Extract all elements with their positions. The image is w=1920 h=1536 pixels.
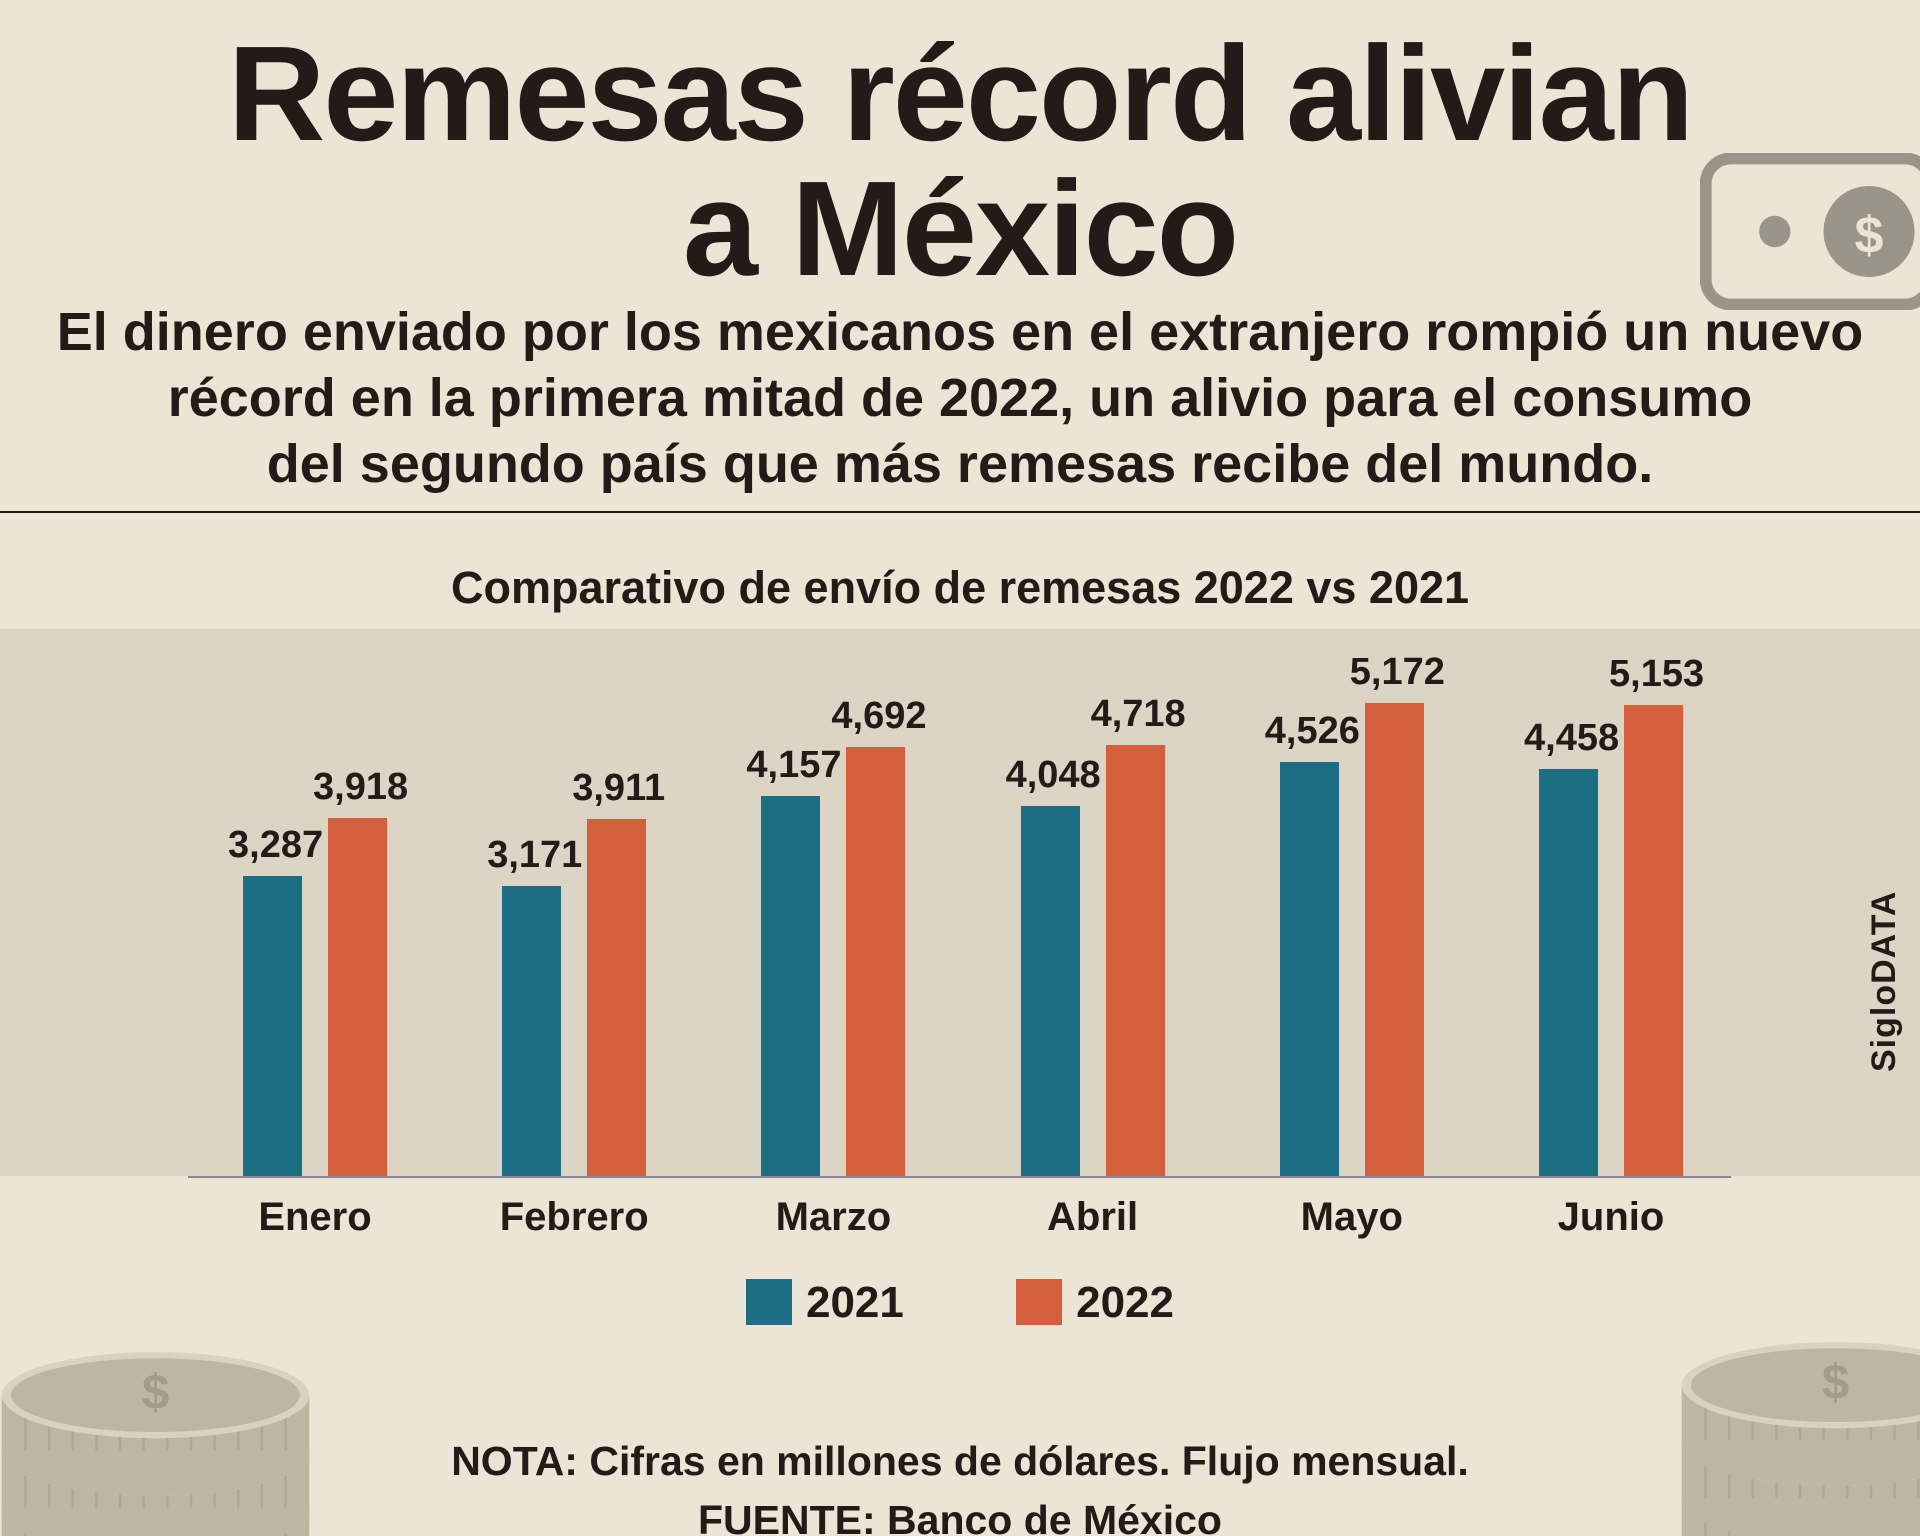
svg-text:$: $ bbox=[142, 1365, 169, 1420]
svg-text:$: $ bbox=[1822, 1355, 1849, 1410]
